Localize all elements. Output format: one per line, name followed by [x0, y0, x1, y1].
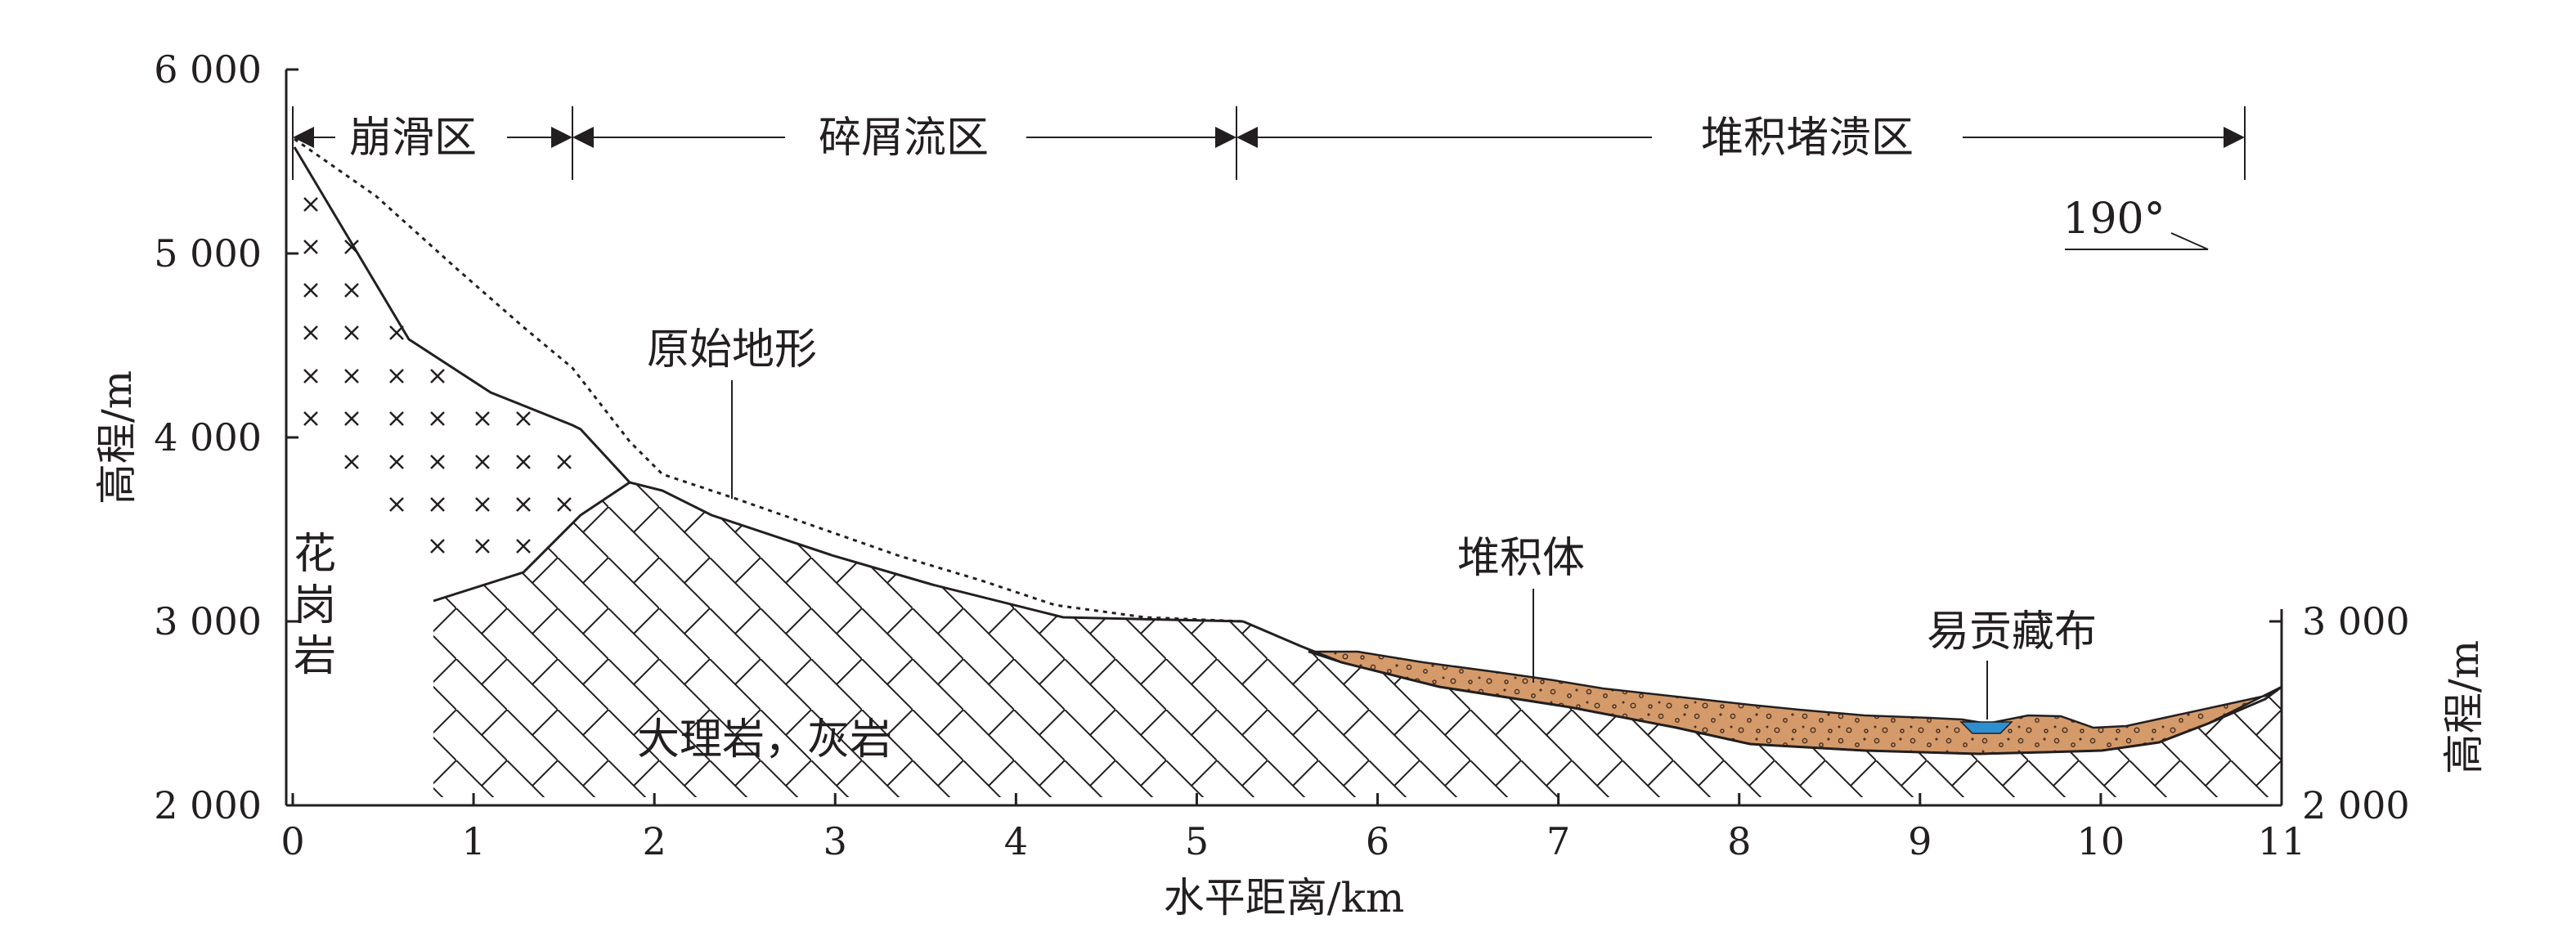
granite-cross — [303, 197, 318, 212]
granite-cross — [557, 455, 572, 469]
y-tick-label-left: 4 000 — [154, 415, 262, 460]
original-terrain-line — [294, 137, 1244, 623]
direction-arrow — [2065, 232, 2209, 250]
y-tick-label-right: 2 000 — [2302, 783, 2410, 827]
granite-cross — [303, 283, 318, 298]
deposit-label: 堆积体 — [1457, 534, 1585, 583]
granite-cross — [516, 497, 531, 512]
granite-cross — [516, 539, 531, 554]
granite-cross — [389, 455, 404, 469]
granite-crosses — [303, 197, 572, 554]
granite-cross — [344, 455, 359, 469]
granite-cross — [303, 411, 318, 426]
y-axis-title-left: 高程/m — [93, 370, 141, 504]
granite-label-1: 花 — [294, 530, 336, 579]
granite-cross — [430, 497, 445, 512]
zone-arrow-left — [293, 127, 314, 148]
x-tick-label: 6 — [1366, 819, 1389, 863]
zone-bar: 崩滑区 碎屑流区 堆积堵溃区 — [292, 106, 2246, 180]
direction-label: 190° — [2062, 195, 2165, 244]
river-label: 易贡藏布 — [1927, 607, 2097, 657]
granite-cross — [389, 411, 404, 426]
zone-arrow-right — [1215, 127, 1236, 148]
current-terrain-line — [293, 146, 631, 484]
x-axis-title: 水平距离/km — [1164, 874, 1405, 921]
lower-terrain-line — [1242, 620, 2282, 755]
granite-cross — [475, 539, 490, 554]
y-axis-title-right: 高程/m — [2440, 640, 2488, 774]
granite-cross — [430, 455, 445, 469]
granite-cross — [389, 497, 404, 512]
granite-cross — [475, 411, 490, 426]
zone-arrow-left — [1236, 127, 1258, 148]
original-terrain-label: 原始地形 — [647, 325, 817, 374]
x-tick-label: 0 — [280, 819, 304, 863]
x-tick-label: 9 — [1908, 819, 1932, 863]
granite-label-3: 岩 — [294, 632, 336, 681]
x-tick-label: 5 — [1185, 819, 1209, 863]
granite-cross — [344, 240, 359, 254]
y-ticks-right: 2 000 3 000 — [2269, 599, 2410, 827]
granite-cross — [303, 325, 318, 340]
zone-label-debris-flow: 碎屑流区 — [819, 114, 989, 163]
zone-label-collapse: 崩滑区 — [349, 114, 477, 163]
zone-label-deposit-dam: 堆积堵溃区 — [1701, 114, 1914, 163]
x-tick-label: 2 — [643, 819, 666, 863]
granite-cross — [344, 411, 359, 426]
zone-arrow-right — [2224, 127, 2245, 148]
granite-cross — [475, 497, 490, 512]
zone-arrow-right — [551, 127, 572, 148]
granite-cross — [475, 455, 490, 469]
granite-cross — [303, 369, 318, 383]
y-tick-label-left: 6 000 — [154, 47, 262, 92]
x-tick-label: 10 — [2077, 819, 2125, 863]
granite-cross — [344, 283, 359, 298]
granite-cross — [344, 369, 359, 383]
y-tick-label-left: 2 000 — [154, 783, 262, 827]
x-tick-label: 3 — [824, 819, 847, 863]
slip-surface-line — [433, 481, 1244, 623]
x-ticks: 0 1 2 3 4 5 6 7 8 9 10 11 — [280, 793, 2305, 863]
y-ticks-left: 2 000 3 000 4 000 5 000 6 000 — [154, 47, 298, 827]
granite-cross — [430, 539, 445, 554]
marble-limestone-body — [433, 482, 2282, 797]
y-tick-label-left: 3 000 — [154, 599, 262, 643]
x-tick-label: 4 — [1004, 819, 1028, 863]
x-tick-label: 7 — [1546, 819, 1570, 863]
river-water — [1959, 721, 2013, 734]
x-tick-label: 11 — [2258, 819, 2306, 863]
granite-label-2: 岗 — [294, 581, 336, 630]
granite-cross — [389, 325, 404, 340]
marble-label: 大理岩，灰岩 — [637, 715, 892, 764]
y-tick-label-right: 3 000 — [2302, 599, 2410, 643]
granite-cross — [389, 369, 404, 383]
x-tick-label: 1 — [461, 819, 485, 863]
granite-cross — [430, 411, 445, 426]
granite-cross — [516, 411, 531, 426]
y-tick-label-left: 5 000 — [154, 231, 262, 276]
granite-cross — [557, 497, 572, 512]
granite-cross — [516, 455, 531, 469]
granite-cross — [344, 325, 359, 340]
granite-cross — [303, 240, 318, 254]
zone-arrow-left — [572, 127, 594, 148]
x-tick-label: 8 — [1727, 819, 1751, 863]
granite-cross — [430, 369, 445, 383]
